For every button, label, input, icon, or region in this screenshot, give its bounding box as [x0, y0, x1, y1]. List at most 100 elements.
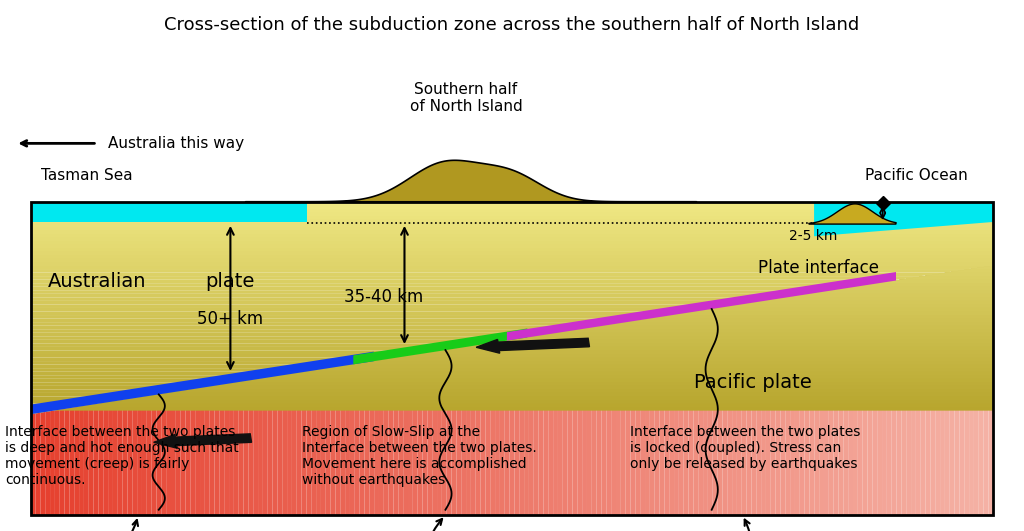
Polygon shape [258, 378, 263, 515]
Polygon shape [65, 408, 70, 515]
Polygon shape [31, 352, 374, 414]
Polygon shape [31, 266, 993, 340]
Polygon shape [302, 372, 306, 515]
Polygon shape [311, 370, 316, 515]
Polygon shape [31, 223, 993, 227]
Polygon shape [31, 230, 993, 234]
Polygon shape [31, 266, 993, 357]
Polygon shape [353, 329, 527, 364]
Polygon shape [654, 317, 659, 515]
Polygon shape [621, 322, 626, 515]
Polygon shape [45, 411, 50, 515]
Polygon shape [36, 413, 40, 515]
Polygon shape [31, 266, 993, 315]
Polygon shape [592, 327, 597, 515]
Polygon shape [253, 379, 258, 515]
Polygon shape [650, 318, 654, 515]
Polygon shape [732, 305, 737, 515]
Polygon shape [118, 400, 123, 515]
Polygon shape [292, 373, 297, 515]
Polygon shape [423, 353, 427, 515]
Bar [31, 202, 993, 515]
Polygon shape [244, 381, 249, 515]
Polygon shape [50, 410, 55, 515]
Polygon shape [31, 262, 993, 266]
Polygon shape [31, 266, 993, 361]
Polygon shape [350, 364, 354, 515]
Polygon shape [31, 266, 993, 375]
Polygon shape [398, 357, 403, 515]
Polygon shape [233, 382, 239, 515]
Polygon shape [954, 271, 959, 515]
Polygon shape [246, 160, 696, 202]
Polygon shape [897, 280, 901, 515]
Polygon shape [31, 266, 993, 386]
Polygon shape [31, 266, 993, 410]
Polygon shape [670, 315, 674, 515]
Polygon shape [278, 375, 283, 515]
Polygon shape [979, 267, 984, 515]
Polygon shape [785, 297, 791, 515]
Polygon shape [31, 266, 993, 407]
Polygon shape [862, 285, 867, 515]
Polygon shape [878, 282, 882, 515]
Polygon shape [752, 302, 757, 515]
Polygon shape [514, 339, 519, 515]
Polygon shape [331, 367, 336, 515]
Polygon shape [403, 356, 408, 515]
Polygon shape [31, 266, 993, 319]
Text: Interface between the two plates
is deep and hot enough such that
movement (cree: Interface between the two plates is deep… [5, 425, 239, 487]
Polygon shape [945, 272, 949, 515]
Polygon shape [427, 352, 432, 515]
Polygon shape [510, 339, 514, 515]
Polygon shape [31, 266, 993, 308]
Text: Pacific Ocean: Pacific Ocean [865, 168, 968, 183]
Polygon shape [70, 407, 75, 515]
Polygon shape [93, 404, 98, 515]
Polygon shape [597, 326, 601, 515]
Polygon shape [601, 326, 606, 515]
Polygon shape [249, 380, 253, 515]
FancyArrow shape [154, 434, 252, 448]
Polygon shape [940, 273, 945, 515]
Polygon shape [31, 248, 993, 251]
Polygon shape [544, 334, 548, 515]
Polygon shape [31, 266, 993, 301]
Polygon shape [965, 269, 969, 515]
Text: 50+ km: 50+ km [198, 310, 263, 328]
Polygon shape [31, 266, 993, 290]
Polygon shape [210, 386, 214, 515]
Polygon shape [437, 350, 442, 515]
Polygon shape [31, 266, 993, 333]
Polygon shape [384, 359, 389, 515]
Polygon shape [103, 402, 109, 515]
Polygon shape [810, 293, 814, 515]
Polygon shape [529, 337, 534, 515]
Polygon shape [219, 384, 224, 515]
Text: Interface between the two plates
is locked (coupled). Stress can
only be release: Interface between the two plates is lock… [630, 425, 860, 471]
Polygon shape [805, 294, 810, 515]
Polygon shape [949, 271, 954, 515]
Bar [31, 202, 307, 222]
Polygon shape [872, 284, 878, 515]
Polygon shape [616, 323, 621, 515]
Polygon shape [572, 330, 578, 515]
Text: Cross-section of the subduction zone across the southern half of North Island: Cross-section of the subduction zone acr… [165, 16, 859, 34]
Polygon shape [40, 412, 45, 515]
Polygon shape [31, 266, 993, 397]
Polygon shape [809, 204, 896, 224]
Text: Australian: Australian [48, 272, 146, 291]
Polygon shape [795, 295, 800, 515]
Polygon shape [31, 266, 993, 336]
Polygon shape [326, 368, 331, 515]
Polygon shape [162, 393, 166, 515]
Polygon shape [31, 414, 36, 515]
Polygon shape [31, 244, 993, 248]
Polygon shape [31, 266, 993, 280]
Polygon shape [200, 387, 205, 515]
Polygon shape [882, 282, 887, 515]
Polygon shape [887, 281, 892, 515]
Polygon shape [892, 280, 897, 515]
Polygon shape [741, 304, 746, 515]
Polygon shape [665, 315, 670, 515]
